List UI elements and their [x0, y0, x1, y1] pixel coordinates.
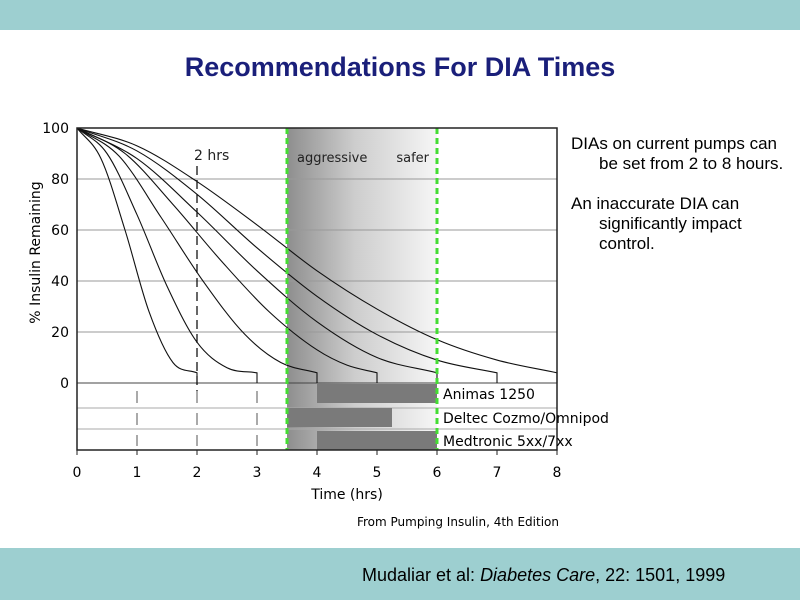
citation-details: , 22: 1501, 1999: [595, 565, 726, 585]
source-note: From Pumping Insulin, 4th Edition: [357, 515, 559, 529]
x-tick-label: 6: [433, 465, 442, 481]
top-banner: [0, 0, 800, 30]
curve-dia-5: [76, 127, 378, 383]
citation-authors: Mudaliar et al:: [362, 565, 481, 585]
curve-dia-8: [76, 127, 558, 383]
y-tick-label: 80: [51, 172, 69, 188]
x-tick-label: 2: [193, 465, 202, 481]
side-paragraph-2: An inaccurate DIA can significantly impa…: [571, 194, 742, 253]
curve-dia-2: [76, 127, 198, 383]
citation-journal: Diabetes Care: [480, 565, 596, 585]
x-tick-label: 4: [313, 465, 322, 481]
two-hour-marker-label: 2 hrs: [194, 148, 229, 164]
side-paragraph-1: DIAs on current pumps can be set from 2 …: [571, 134, 784, 173]
x-tick-label: 7: [493, 465, 502, 481]
region-label-aggressive: aggressive: [297, 151, 367, 166]
y-tick-label: 100: [42, 121, 69, 137]
x-tick-label: 1: [133, 465, 142, 481]
y-axis-label: % Insulin Remaining: [28, 181, 44, 323]
pump-label-1: Deltec Cozmo/Omnipod: [443, 411, 609, 427]
x-tick-label: 5: [373, 465, 382, 481]
pump-bar-0: [317, 384, 437, 403]
pump-label-2: Medtronic 5xx/7xx: [443, 434, 573, 450]
slide-title: Recommendations For DIA Times: [184, 52, 616, 82]
citation: Mudaliar et al: Diabetes Care, 22: 1501,…: [362, 565, 725, 586]
curve-dia-4: [76, 127, 318, 383]
x-tick-label: 0: [73, 465, 82, 481]
y-tick-label: 60: [51, 223, 69, 239]
x-tick-label: 3: [253, 465, 262, 481]
pump-label-0: Animas 1250: [443, 387, 535, 403]
y-tick-label: 20: [51, 325, 69, 341]
y-tick-label: 0: [60, 376, 69, 392]
curve-dia-6: [76, 127, 438, 383]
pump-bar-1: [287, 408, 392, 427]
x-tick-label: 8: [553, 465, 562, 481]
curve-dia-3: [76, 127, 258, 383]
y-tick-label: 40: [51, 274, 69, 290]
side-text: DIAs on current pumps can be set from 2 …: [571, 134, 786, 254]
bottom-banner: [0, 548, 800, 600]
pump-bar-2: [317, 431, 437, 450]
region-label-safer: safer: [396, 151, 429, 166]
x-axis-label: Time (hrs): [310, 487, 383, 503]
